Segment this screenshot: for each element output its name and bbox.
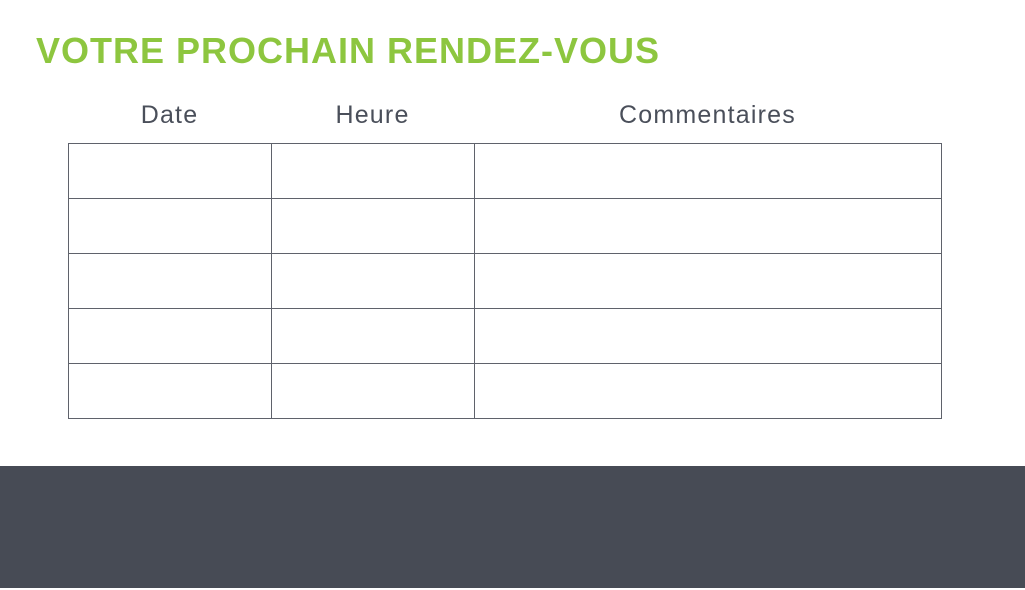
table-cell-date [68,363,272,419]
table-cell-commentaires [474,198,942,254]
column-header-commentaires: Commentaires [619,101,796,129]
table-cell-date [68,198,272,254]
appointments-table [68,143,942,419]
table-cell-commentaires [474,363,942,419]
table-row [68,253,942,309]
table-cell-date [68,143,272,199]
table-row [68,363,942,419]
column-header-heure: Heure [335,101,410,129]
table-column-headers: Date Heure Commentaires [68,100,941,130]
table-row [68,143,942,199]
appointments-table-body [68,143,942,419]
table-cell-date [68,308,272,364]
table-cell-heure [271,143,475,199]
page-title: VOTRE PROCHAIN RENDEZ-VOUS [36,30,661,71]
table-cell-heure [271,198,475,254]
table-cell-commentaires [474,143,942,199]
table-cell-commentaires [474,253,942,309]
footer-bar [0,466,1025,588]
table-row [68,308,942,364]
table-cell-heure [271,308,475,364]
table-cell-heure [271,253,475,309]
table-row [68,198,942,254]
table-cell-commentaires [474,308,942,364]
table-cell-date [68,253,272,309]
table-cell-heure [271,363,475,419]
column-header-date: Date [140,101,199,129]
